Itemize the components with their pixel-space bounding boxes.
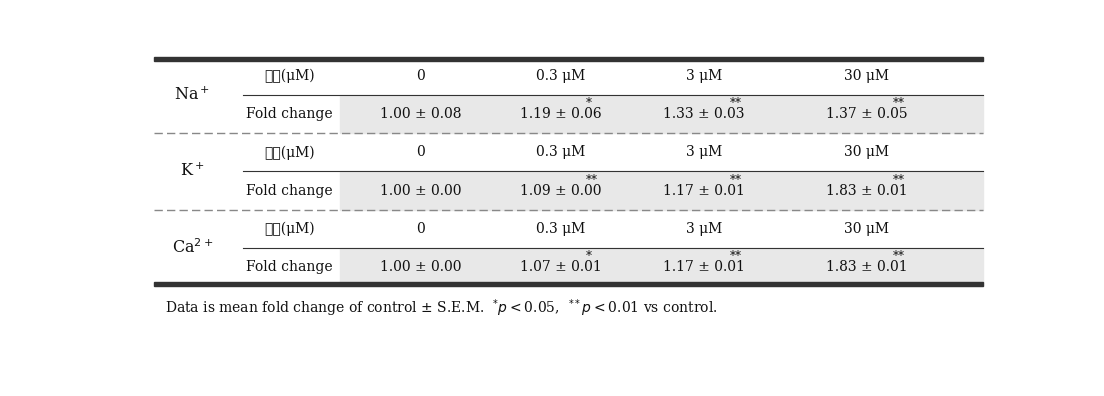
Text: 1.09 ± 0.00: 1.09 ± 0.00 bbox=[520, 184, 601, 198]
Text: 30 μM: 30 μM bbox=[843, 69, 889, 83]
Text: *: * bbox=[586, 250, 592, 263]
Text: 0: 0 bbox=[416, 69, 425, 83]
Text: **: ** bbox=[730, 174, 742, 187]
Text: Fold change: Fold change bbox=[246, 184, 332, 198]
Text: *: * bbox=[586, 97, 592, 110]
Bar bbox=[153, 57, 983, 61]
Text: 농도(μM): 농도(μM) bbox=[264, 222, 315, 236]
Text: 3 μM: 3 μM bbox=[686, 69, 722, 83]
Text: 0.3 μM: 0.3 μM bbox=[535, 69, 585, 83]
Text: 농도(μM): 농도(μM) bbox=[264, 145, 315, 160]
Text: **: ** bbox=[892, 97, 904, 110]
Text: 0.3 μM: 0.3 μM bbox=[535, 222, 585, 236]
Text: Data is mean fold change of control $\pm$ S.E.M.  $^{*}$$p$$<$0.05,  $^{**}$$p$$: Data is mean fold change of control $\pm… bbox=[166, 297, 718, 318]
Text: 30 μM: 30 μM bbox=[843, 145, 889, 159]
Text: Fold change: Fold change bbox=[246, 260, 332, 274]
Text: Fold change: Fold change bbox=[246, 107, 332, 121]
Text: 1.17 ± 0.01: 1.17 ± 0.01 bbox=[662, 184, 745, 198]
Text: 1.83 ± 0.01: 1.83 ± 0.01 bbox=[826, 184, 907, 198]
Text: **: ** bbox=[730, 250, 742, 263]
Text: 3 μM: 3 μM bbox=[686, 145, 722, 159]
Text: 1.00 ± 0.08: 1.00 ± 0.08 bbox=[380, 107, 461, 121]
Text: 1.00 ± 0.00: 1.00 ± 0.00 bbox=[380, 260, 461, 274]
Text: 1.17 ± 0.01: 1.17 ± 0.01 bbox=[662, 260, 745, 274]
Bar bbox=[153, 282, 983, 286]
Text: **: ** bbox=[586, 174, 598, 187]
Text: Ca$^{2+}$: Ca$^{2+}$ bbox=[171, 239, 213, 257]
Bar bbox=[340, 171, 983, 210]
Text: 1.33 ± 0.03: 1.33 ± 0.03 bbox=[664, 107, 744, 121]
Bar bbox=[340, 248, 983, 286]
Text: 농도(μM): 농도(μM) bbox=[264, 69, 315, 83]
Text: **: ** bbox=[892, 174, 904, 187]
Text: 1.37 ± 0.05: 1.37 ± 0.05 bbox=[826, 107, 907, 121]
Text: K$^+$: K$^+$ bbox=[180, 163, 204, 180]
Text: 1.07 ± 0.01: 1.07 ± 0.01 bbox=[520, 260, 602, 274]
Text: 0.3 μM: 0.3 μM bbox=[535, 145, 585, 159]
Text: 0: 0 bbox=[416, 145, 425, 159]
Text: 30 μM: 30 μM bbox=[843, 222, 889, 236]
Text: 1.19 ± 0.06: 1.19 ± 0.06 bbox=[520, 107, 602, 121]
Bar bbox=[340, 95, 983, 133]
Text: 1.00 ± 0.00: 1.00 ± 0.00 bbox=[380, 184, 461, 198]
Text: Na$^+$: Na$^+$ bbox=[174, 86, 210, 104]
Text: **: ** bbox=[892, 250, 904, 263]
Text: 1.83 ± 0.01: 1.83 ± 0.01 bbox=[826, 260, 907, 274]
Text: **: ** bbox=[730, 97, 742, 110]
Text: 3 μM: 3 μM bbox=[686, 222, 722, 236]
Text: 0: 0 bbox=[416, 222, 425, 236]
